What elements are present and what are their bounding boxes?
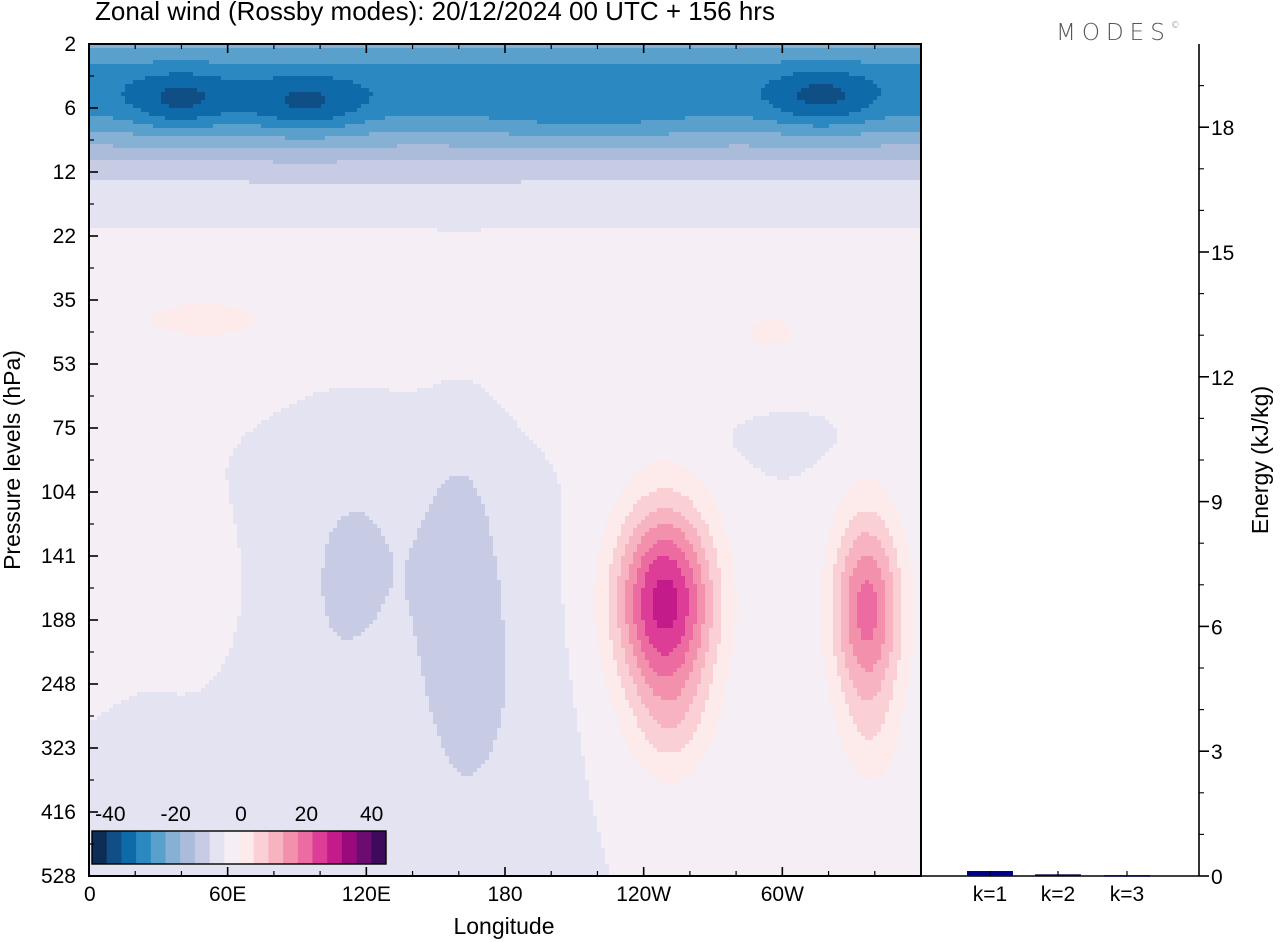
- brand-copyright-mark: ©: [1170, 21, 1180, 31]
- colorbar-swatch: [283, 831, 299, 864]
- energy-category-label: k=1: [973, 883, 1007, 906]
- x-tick-label: 60W: [761, 883, 804, 906]
- y-tick-label: 6: [64, 97, 76, 120]
- energy-tick-label: 3: [1211, 741, 1223, 764]
- y-tick-label: 188: [41, 609, 76, 632]
- colorbar-tick-label: -40: [95, 803, 125, 826]
- colorbar-frame: [91, 830, 387, 865]
- colorbar-tick-label: -20: [160, 803, 190, 826]
- colorbar-swatch: [297, 831, 313, 864]
- colorbar-swatch: [312, 831, 328, 864]
- colorbar-swatch: [224, 831, 240, 864]
- y-tick-label: 416: [41, 801, 76, 824]
- colorbar-tick-label: 0: [235, 803, 247, 826]
- energy-axis-label: Energy (kJ/kg): [1247, 386, 1273, 534]
- brand-logo: MODES©: [1056, 20, 1180, 46]
- y-tick-label: 141: [41, 545, 76, 568]
- colorbar-swatch: [106, 831, 122, 864]
- colorbar-swatch: [121, 831, 137, 864]
- y-tick-label: 2: [64, 33, 76, 56]
- colorbar-swatch: [209, 831, 225, 864]
- y-axis-label: Pressure levels (hPa): [0, 350, 25, 570]
- colorbar: -40 -20 0 20 40: [91, 803, 387, 865]
- colorbar-swatch: [180, 831, 196, 864]
- y-tick-label: 75: [53, 417, 76, 440]
- chart-title: Zonal wind (Rossby modes): 20/12/2024 00…: [95, 0, 775, 26]
- colorbar-swatch: [136, 831, 152, 864]
- x-tick-label: 120E: [342, 883, 391, 906]
- x-tick-label: 0: [84, 883, 96, 906]
- colorbar-swatch: [165, 831, 181, 864]
- colorbar-swatch: [239, 831, 255, 864]
- y-tick-label: 53: [53, 353, 76, 376]
- energy-tick-label: 0: [1211, 866, 1223, 889]
- colorbar-swatch: [92, 831, 108, 864]
- zonal-wind-heatmap: [89, 44, 921, 876]
- x-tick-label: 60E: [209, 883, 246, 906]
- y-tick-label: 528: [41, 865, 76, 888]
- y-tick-label: 12: [53, 161, 76, 184]
- brand-name: MODES: [1056, 20, 1171, 46]
- energy-tick-label: 15: [1211, 242, 1234, 265]
- colorbar-tick-label: 20: [295, 803, 318, 826]
- colorbar-swatch: [341, 831, 357, 864]
- energy-tick-label: 9: [1211, 492, 1223, 515]
- colorbar-swatch: [268, 831, 284, 864]
- energy-category-label: k=2: [1041, 883, 1075, 906]
- x-tick-label: 180: [487, 883, 522, 906]
- energy-category-label: k=3: [1110, 883, 1144, 906]
- colorbar-swatch: [356, 831, 372, 864]
- y-tick-label: 248: [41, 673, 76, 696]
- colorbar-swatch: [327, 831, 343, 864]
- energy-tick-label: 18: [1211, 117, 1234, 140]
- colorbar-swatch: [253, 831, 269, 864]
- colorbar-swatch: [371, 831, 387, 864]
- x-tick-label: 120W: [616, 883, 671, 906]
- colorbar-swatch: [194, 831, 210, 864]
- colorbar-swatch: [150, 831, 166, 864]
- y-tick-label: 323: [41, 737, 76, 760]
- y-tick-label: 22: [53, 225, 76, 248]
- energy-tick-label: 6: [1211, 616, 1223, 639]
- energy-tick-label: 12: [1211, 367, 1234, 390]
- heatmap-axes: 2 6 12 22 35 53 75 104 141 188 248 323 416 528 0 60E 120…: [41, 33, 922, 906]
- y-tick-label: 35: [53, 289, 76, 312]
- y-tick-label: 104: [41, 481, 76, 504]
- x-axis-label: Longitude: [453, 913, 554, 939]
- energy-bar-chart: 0 3 6 9 12 15 18 k=1 k=2 k=3: [921, 44, 1234, 906]
- colorbar-tick-label: 40: [360, 803, 383, 826]
